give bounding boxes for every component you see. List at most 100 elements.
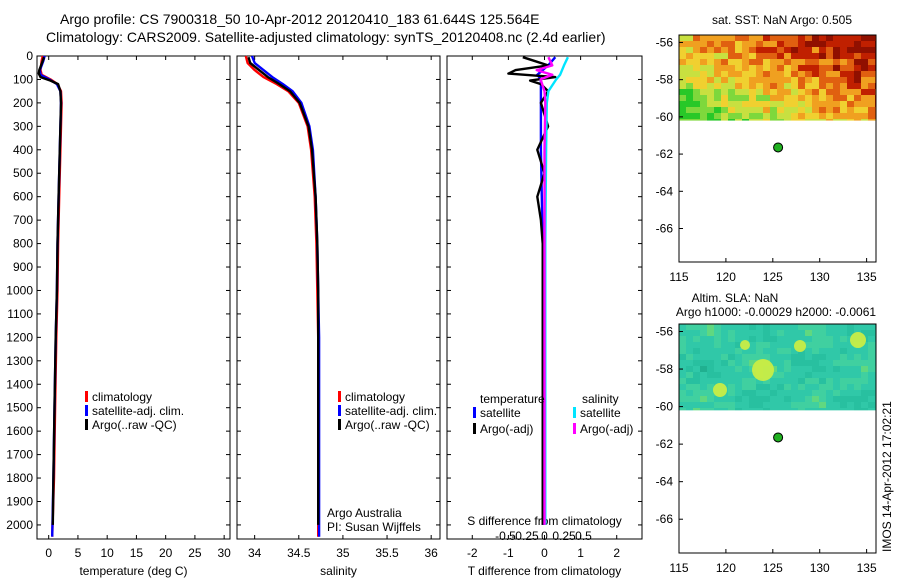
depth-tick-label: 1000 [6, 283, 33, 297]
sla_map-heatmap-cell [840, 408, 847, 411]
sla_map-heatmap-cell [742, 384, 749, 390]
sla_map-heatmap-cell [826, 336, 833, 342]
sst_map-heatmap-cell [707, 119, 714, 121]
sla_map-heatmap-cell [763, 348, 770, 354]
sla_map-heatmap-cell [707, 324, 714, 330]
sst_map-heatmap-cell [854, 101, 861, 107]
sst_map-heatmap-cell [861, 113, 868, 119]
sst_map-heatmap-cell [777, 89, 784, 95]
sla_map-heatmap-cell [707, 408, 714, 411]
sla_map-ytick-label: -60 [656, 400, 674, 414]
sla_map-frame [678, 323, 877, 554]
sst_map-heatmap-cell [693, 83, 700, 89]
sla_map-heatmap-cell [805, 360, 812, 366]
sst_map-heatmap-cell [707, 107, 714, 113]
sst_map-heatmap-cell [756, 35, 763, 41]
sst_map-heatmap-cell [707, 47, 714, 53]
sla_map-heatmap-cell [826, 366, 833, 372]
sst_map-heatmap-cell [777, 119, 784, 121]
sst_map-heatmap-cell [742, 119, 749, 121]
sla_map-heatmap-cell [798, 324, 805, 330]
sla_map-heatmap-cell [749, 378, 756, 384]
sla_map-heatmap-cell [707, 330, 714, 336]
sla_map-heatmap-cell [763, 336, 770, 342]
sla_map-heatmap-cell [693, 366, 700, 372]
sst_map-heatmap-cell [707, 83, 714, 89]
sst_map-heatmap-cell [756, 119, 763, 121]
sla_map-heatmap-cell [812, 324, 819, 330]
sst_map-heatmap-cell [770, 119, 777, 121]
sla_map-heatmap-cell [679, 390, 686, 396]
sst_map-heatmap-cell [791, 101, 798, 107]
sla_map-heatmap-cell [861, 348, 868, 354]
sla_map-heatmap-cell [707, 366, 714, 372]
sst_map-heatmap-cell [854, 89, 861, 95]
temperature-xtick-label: 30 [217, 546, 231, 560]
sla_map-heatmap-cell [777, 324, 784, 330]
sst_map-heatmap-cell [756, 65, 763, 71]
sla_map-heatmap-cell [784, 336, 791, 342]
sst_map-heatmap-cell [784, 101, 791, 107]
sla_map-heatmap-cell [763, 396, 770, 402]
sst_map-heatmap-cell [749, 65, 756, 71]
sla_map-heatmap-cell [868, 360, 875, 366]
temperature-xtick-label: 20 [159, 546, 173, 560]
sst_map-heatmap-cell [763, 59, 770, 65]
sst_map-heatmap-cell [819, 65, 826, 71]
depth-tick-label: 800 [13, 237, 33, 251]
diff-legend-swatch [473, 407, 476, 418]
sst_map-heatmap-cell [693, 53, 700, 59]
sla_map-heatmap-cell [826, 360, 833, 366]
sla_map-heatmap-cell [840, 372, 847, 378]
sst_map-heatmap-cell [735, 101, 742, 107]
sst_map-heatmap-cell [749, 101, 756, 107]
sst_map-heatmap-cell [756, 113, 763, 119]
sst_map-heatmap-cell [742, 107, 749, 113]
sla_map-heatmap-cell [770, 384, 777, 390]
sst_map-heatmap-cell [763, 113, 770, 119]
sst_map-heatmap-cell [798, 119, 805, 121]
sst_map-heatmap-cell [679, 47, 686, 53]
sst_map-heatmap-cell [770, 47, 777, 53]
sla_map-heatmap-cell [700, 360, 707, 366]
sla_map-heatmap-cell [707, 360, 714, 366]
sla_map-heatmap-cell [854, 378, 861, 384]
sst_map-xtick-label: 120 [716, 270, 736, 284]
sst_map-heatmap-cell [721, 119, 728, 121]
sst_map-heatmap-cell [770, 107, 777, 113]
sla_map-heatmap-cell [686, 396, 693, 402]
sst_map-heatmap-cell [756, 71, 763, 77]
sst_map-heatmap-cell [847, 107, 854, 113]
sst_map-heatmap-cell [798, 59, 805, 65]
sst_map-heatmap-cell [693, 35, 700, 41]
sst_map-heatmap-cell [700, 83, 707, 89]
sla_map-heatmap-cell [805, 324, 812, 330]
sst_map-heatmap-cell [847, 95, 854, 101]
sst_map-heatmap-cell [819, 119, 826, 121]
sst_map-heatmap-cell [840, 113, 847, 119]
sst_map-heatmap-cell [791, 41, 798, 47]
sla_map-heatmap-cell [805, 330, 812, 336]
salinity-annotation: PI: Susan Wijffels [327, 520, 421, 534]
sla_map-heatmap-cell [777, 390, 784, 396]
sla_map-heatmap-cell [763, 384, 770, 390]
sla_map-heatmap-cell [707, 354, 714, 360]
depth-tick-label: 700 [13, 213, 33, 227]
sla_map-heatmap-cell [756, 402, 763, 408]
sst_map-heatmap-cell [791, 47, 798, 53]
sst_map-ytick-label: -60 [656, 110, 674, 124]
sst_map-heatmap-cell [735, 83, 742, 89]
difference-xtick-label: 1 [577, 546, 584, 560]
sst_map-heatmap-cell [770, 77, 777, 83]
sst_map-heatmap-cell [763, 95, 770, 101]
sst_map-heatmap-cell [686, 65, 693, 71]
sst_map-heatmap-cell [826, 101, 833, 107]
sla_map-heatmap-cell [693, 360, 700, 366]
sst_map-heatmap-cell [791, 53, 798, 59]
sst_map-heatmap-cell [721, 113, 728, 119]
sla_map-xtick-label: 120 [716, 561, 736, 575]
sst_map-heatmap-cell [868, 41, 875, 47]
sst_map-heatmap-cell [728, 47, 735, 53]
sst_map-heatmap-cell [805, 59, 812, 65]
depth-tick-label: 1900 [6, 494, 33, 508]
